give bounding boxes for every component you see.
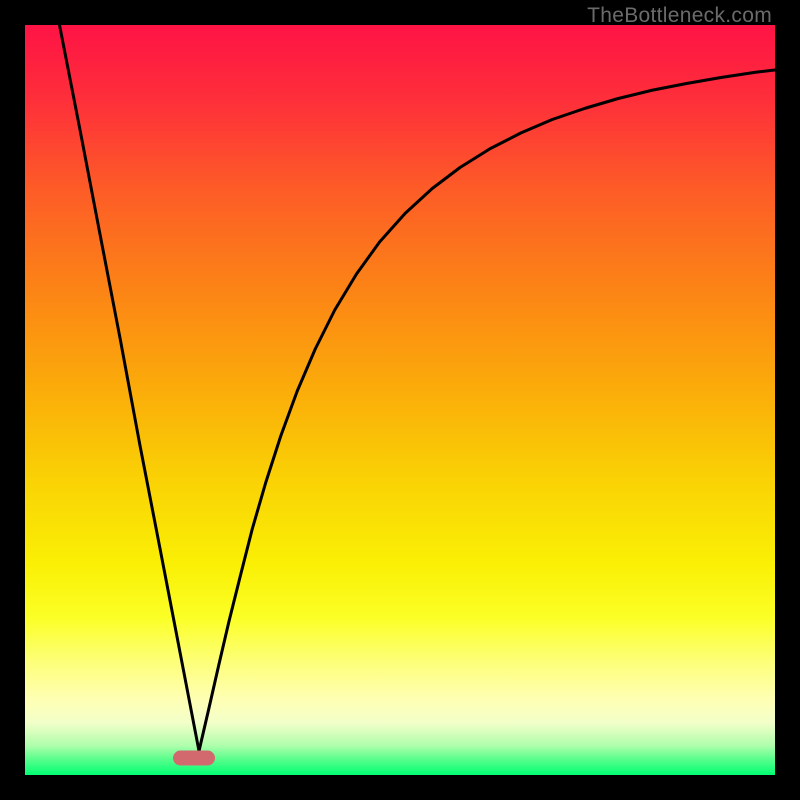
curve-right-branch bbox=[199, 70, 775, 751]
plot-area bbox=[25, 25, 775, 775]
watermark-text: TheBottleneck.com bbox=[587, 4, 772, 28]
chart-frame: TheBottleneck.com bbox=[0, 0, 800, 800]
bottleneck-marker bbox=[173, 750, 215, 765]
curve-left-branch bbox=[60, 25, 200, 751]
bottleneck-curve bbox=[25, 25, 775, 775]
